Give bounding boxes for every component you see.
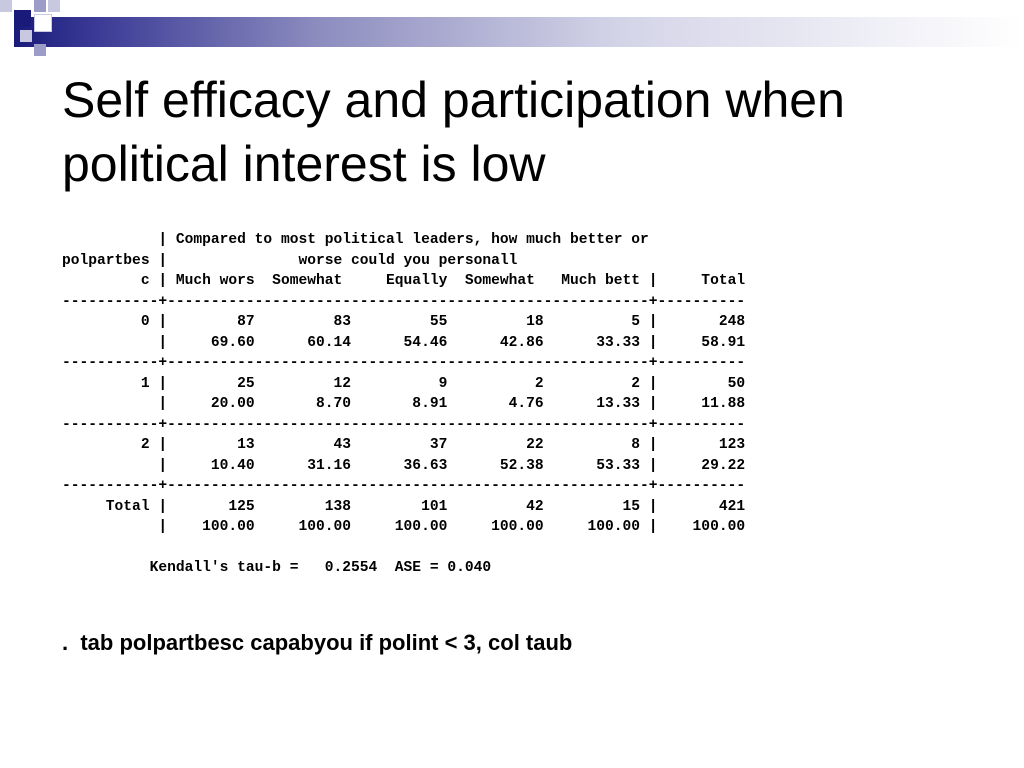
deco-square — [14, 10, 31, 27]
output-line: -----------+----------------------------… — [62, 416, 746, 433]
deco-square — [0, 0, 12, 12]
output-line: -----------+----------------------------… — [62, 293, 746, 310]
deco-square — [34, 0, 46, 12]
deco-square — [20, 30, 32, 42]
output-line: 1 | 25 12 9 2 2 | 50 — [62, 375, 746, 392]
output-line: -----------+----------------------------… — [62, 478, 746, 494]
stata-output-table: | Compared to most political leaders, ho… — [62, 230, 745, 579]
output-line: | 100.00 100.00 100.00 100.00 100.00 | 1… — [62, 519, 746, 535]
stata-command: . tab polpartbesc capabyou if polint < 3… — [62, 630, 573, 655]
output-line: Kendall's tau-b = 0.2554 ASE = 0.040 — [62, 560, 492, 576]
output-line: | 10.40 31.16 36.63 52.38 53.33 | 29.22 — [62, 457, 746, 474]
output-line: | 69.60 60.14 54.46 42.86 33.33 | 58.91 — [62, 334, 746, 351]
output-line: polpartbes | worse could you personall — [62, 252, 518, 269]
output-line: | Compared to most political leaders, ho… — [62, 232, 649, 248]
deco-square — [34, 44, 46, 56]
output-line: 0 | 87 83 55 18 5 | 248 — [62, 314, 746, 330]
output-line: 2 | 13 43 37 22 8 | 123 — [62, 437, 746, 453]
deco-square — [48, 0, 60, 12]
title-decoration — [0, 0, 1024, 60]
gradient-bar — [14, 17, 1024, 47]
output-line: Total | 125 138 101 42 15 | 421 — [62, 498, 746, 515]
output-line: | 20.00 8.70 8.91 4.76 13.33 | 11.88 — [62, 396, 746, 412]
output-line: c | Much wors Somewhat Equally Somewhat … — [62, 273, 746, 289]
deco-square — [34, 14, 52, 32]
slide-title: Self efficacy and participation when pol… — [62, 72, 845, 192]
output-line: -----------+----------------------------… — [62, 355, 746, 371]
